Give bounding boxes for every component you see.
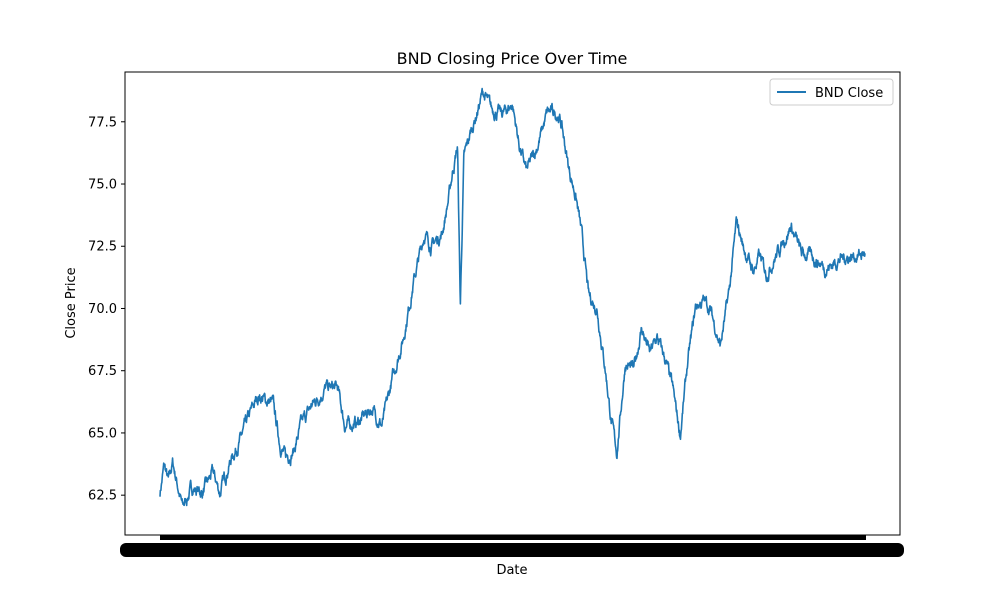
plot-area xyxy=(159,87,866,507)
y-tick-label: 72.5 xyxy=(88,240,117,255)
y-tick-label: 70.0 xyxy=(88,302,117,317)
y-axis-label: Close Price xyxy=(64,267,79,338)
y-axis: 62.5 65.0 67.5 70.0 72.5 75.0 77.5 xyxy=(88,115,125,504)
y-tick-label: 75.0 xyxy=(88,178,117,193)
x-tick-labels-overlapping xyxy=(120,543,904,557)
y-tick-label: 67.5 xyxy=(88,364,117,379)
legend-box xyxy=(769,78,894,106)
legend-entry-label: BND Close xyxy=(815,86,883,101)
x-tick-marks xyxy=(160,535,866,540)
x-axis xyxy=(120,535,904,557)
y-tick-label: 77.5 xyxy=(88,115,117,130)
x-axis-label: Date xyxy=(496,563,527,578)
chart-title: BND Closing Price Over Time xyxy=(397,49,628,68)
series-line-bnd-close xyxy=(159,87,866,507)
y-tick-label: 62.5 xyxy=(88,489,117,504)
legend: BND Close xyxy=(769,78,894,106)
y-tick-label: 65.0 xyxy=(88,426,117,441)
